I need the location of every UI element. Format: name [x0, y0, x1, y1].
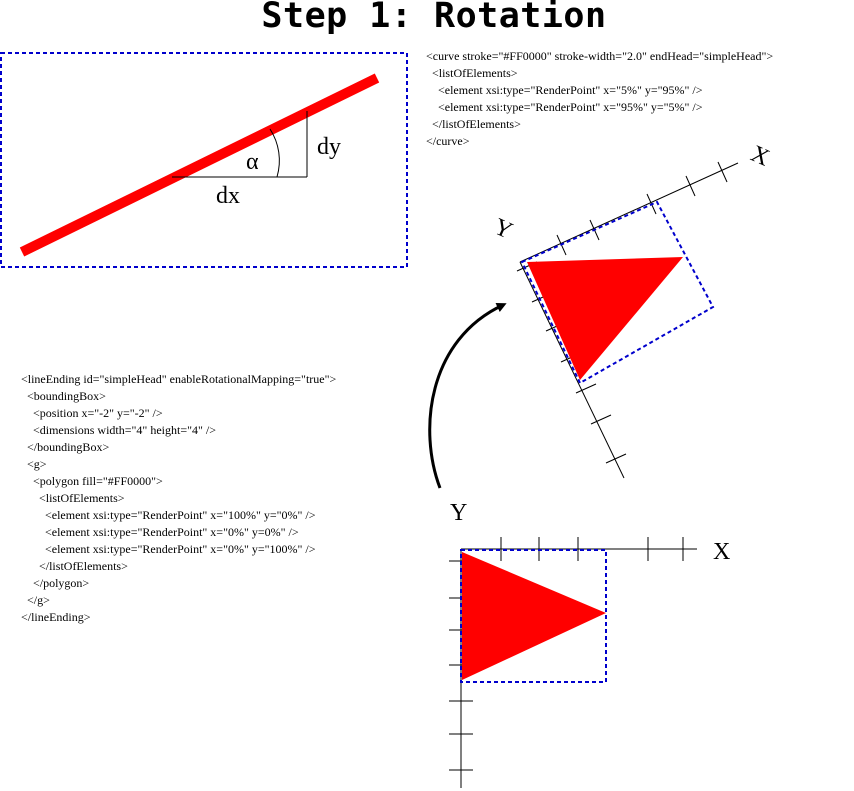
code-line: <element xsi:type="RenderPoint" x="95%" … — [426, 100, 703, 114]
code-line: </polygon> — [21, 576, 90, 590]
code-line: <listOfElements> — [21, 491, 125, 505]
angle-arc — [269, 128, 280, 178]
rotated-y-axis-label: Y — [490, 214, 516, 245]
line-ending-xml-code: <lineEnding id="simpleHead" enableRotati… — [21, 371, 336, 626]
dx-label: dx — [216, 183, 240, 209]
code-line: </g> — [21, 593, 50, 607]
unrotated-frame: X Y — [449, 500, 730, 788]
curve-panel: α dx dy — [0, 52, 408, 268]
code-line: </listOfElements> — [21, 559, 128, 573]
rotated-line-ending-triangle — [527, 257, 683, 380]
code-line: <element xsi:type="RenderPoint" x="100%"… — [21, 508, 316, 522]
x-axis-label: X — [713, 539, 730, 565]
curve-xml-code: <curve stroke="#FF0000" stroke-width="2.… — [426, 48, 773, 150]
rotated-x-axis — [519, 162, 739, 263]
rotated-x-axis-label: X — [747, 141, 773, 172]
code-line: <g> — [21, 457, 47, 471]
line-ending-bounding-box — [460, 549, 607, 683]
rotation-arrow — [428, 303, 507, 489]
code-line: <element xsi:type="RenderPoint" x="0%" y… — [21, 542, 316, 556]
y-axis-label: Y — [450, 500, 467, 526]
code-line: <lineEnding id="simpleHead" enableRotati… — [21, 372, 337, 386]
code-line: <element xsi:type="RenderPoint" x="5%" y… — [426, 83, 703, 97]
code-line: <dimensions width="4" height="4" /> — [21, 423, 216, 437]
code-line: </listOfElements> — [426, 117, 521, 131]
code-line: <element xsi:type="RenderPoint" x="0%" y… — [21, 525, 299, 539]
code-line: </curve> — [426, 134, 470, 148]
code-line: <curve stroke="#FF0000" stroke-width="2.… — [426, 49, 774, 63]
code-line: <boundingBox> — [21, 389, 106, 403]
red-curve — [19, 73, 380, 257]
curve-bounding-box — [0, 52, 408, 268]
rotated-bounding-box — [520, 200, 715, 385]
rotated-y-axis — [519, 261, 625, 479]
code-line: </lineEnding> — [21, 610, 91, 624]
rotated-frame: X Y — [490, 141, 773, 479]
code-line: <polygon fill="#FF0000"> — [21, 474, 163, 488]
code-line: </boundingBox> — [21, 440, 110, 454]
code-line: <position x="-2" y="-2" /> — [21, 406, 163, 420]
rotated-x-axis-ticks — [556, 161, 728, 256]
x-axis-ticks — [500, 537, 684, 561]
code-line: <listOfElements> — [426, 66, 518, 80]
line-ending-triangle — [462, 552, 606, 680]
page-title: Step 1: Rotation — [261, 0, 607, 36]
alpha-label: α — [246, 149, 259, 175]
dy-label: dy — [317, 134, 341, 160]
